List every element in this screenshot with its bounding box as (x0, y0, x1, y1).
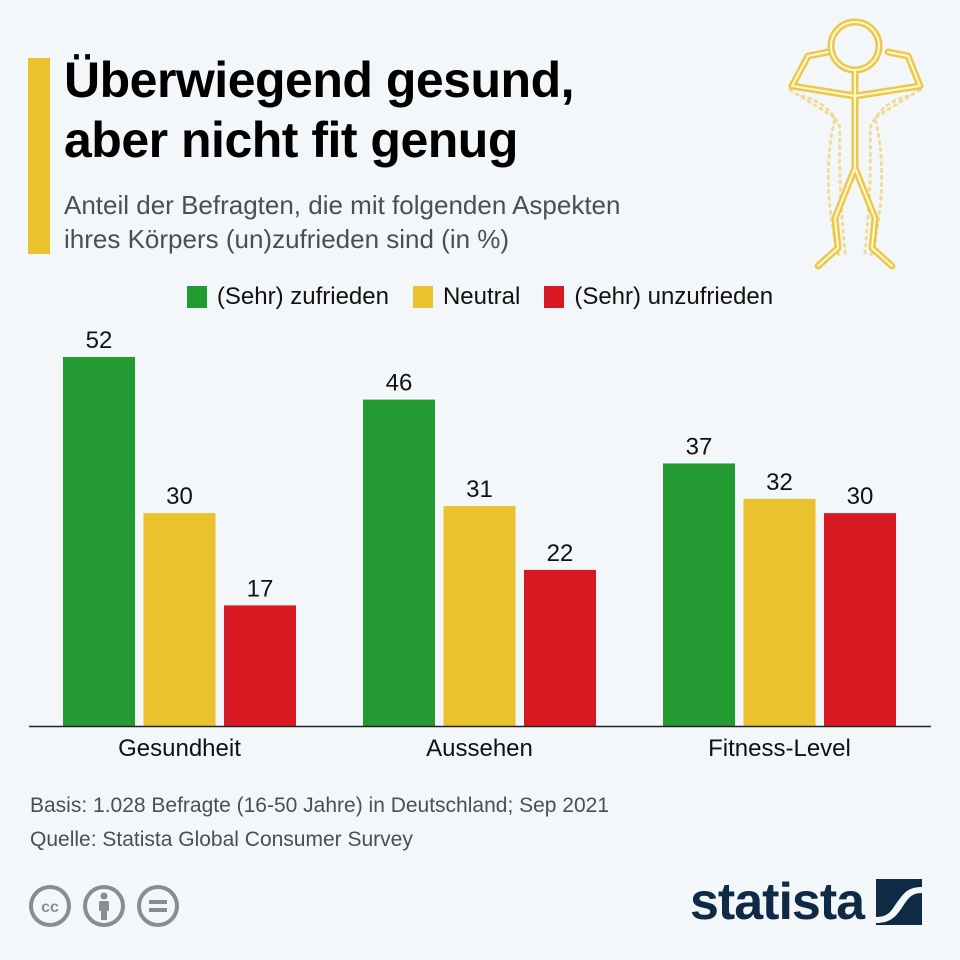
statista-mark-icon (876, 879, 923, 925)
attribution-icon[interactable] (82, 884, 126, 928)
no-derivatives-icon[interactable] (136, 884, 180, 928)
title-line-1: Überwiegend gesund, (64, 52, 575, 108)
source-note: Quelle: Statista Global Consumer Survey (30, 828, 413, 851)
bar (363, 399, 435, 726)
bar-group-aussehen: 46 31 22 Aussehen (363, 370, 596, 762)
category-label: Gesundheit (118, 735, 241, 762)
bar-group-fitness-level: 37 32 30 Fitness-Level (663, 433, 896, 762)
basis-note: Basis: 1.028 Befragte (16-50 Jahre) in D… (30, 794, 610, 817)
bar (663, 463, 735, 726)
chart-title: Überwiegend gesund, aber nicht fit genug (64, 50, 764, 170)
logo-text: statista (690, 873, 865, 931)
license-icons: cc (28, 884, 180, 928)
chart-legend: (Sehr) zufrieden Neutral (Sehr) unzufrie… (0, 283, 960, 311)
bar-group-gesundheit: 52 30 17 Gesundheit (63, 327, 296, 762)
subtitle-line-2: ihres Körpers (un)zufrieden sind (in %) (64, 224, 510, 254)
legend-label: Neutral (442, 283, 521, 310)
data-label: 17 (247, 575, 274, 602)
category-label: Fitness-Level (708, 735, 851, 762)
data-label: 30 (166, 483, 193, 510)
bar (824, 513, 896, 726)
flexing-stick-figure-icon (788, 18, 924, 270)
data-label: 32 (766, 469, 793, 496)
legend-swatch-red (544, 286, 565, 308)
bar (224, 605, 296, 726)
bar (63, 357, 135, 726)
statista-logo[interactable]: statista (690, 872, 923, 932)
legend-item-neutral: Neutral (412, 283, 521, 311)
bar (743, 498, 816, 726)
legend-label: (Sehr) zufrieden (216, 283, 389, 310)
data-label: 30 (847, 483, 874, 510)
title-accent-bar (28, 58, 50, 254)
bar (524, 569, 596, 726)
category-label: Aussehen (426, 735, 533, 762)
data-label: 31 (466, 476, 493, 503)
legend-swatch-green (186, 286, 207, 308)
data-label: 46 (386, 370, 413, 397)
legend-label: (Sehr) unzufrieden (574, 283, 774, 310)
data-label: 22 (547, 540, 574, 567)
title-line-2: aber nicht fit genug (64, 112, 518, 168)
bar-chart: 52 30 17 Gesundheit 46 31 22 Aussehen 37 32 30 Fitn… (29, 327, 931, 762)
subtitle-line-1: Anteil der Befragten, die mit folgenden … (64, 190, 621, 220)
cc-icon[interactable]: cc (28, 884, 72, 928)
data-label: 52 (86, 327, 113, 354)
bar (143, 513, 216, 726)
chart-subtitle: Anteil der Befragten, die mit folgenden … (64, 188, 784, 256)
data-label: 37 (686, 433, 713, 460)
legend-item-unzufrieden: (Sehr) unzufrieden (544, 283, 773, 311)
bar (443, 506, 516, 726)
legend-swatch-yellow (412, 286, 433, 308)
legend-item-zufrieden: (Sehr) zufrieden (186, 283, 389, 311)
svg-text:cc: cc (41, 899, 59, 916)
